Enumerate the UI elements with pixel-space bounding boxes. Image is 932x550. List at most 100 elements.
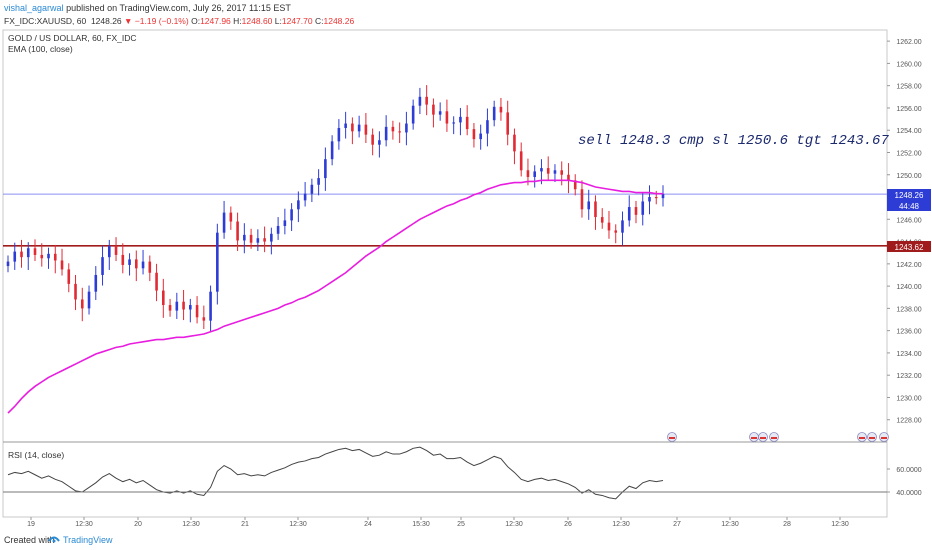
candle [74,274,77,311]
candle-body [40,254,44,259]
candle [141,249,145,275]
candle [107,239,111,270]
candle-body [526,170,530,177]
x-tick-label: 27 [673,521,681,528]
candle [405,111,408,146]
candle [391,120,395,140]
x-tick-label: 12:30 [182,521,200,528]
candle-body [20,251,23,258]
ohlc-o-label: O: [191,16,201,26]
candle-body [263,238,266,242]
rsi-tick-label: 40.0000 [896,490,921,497]
x-tick-label: 12:30 [289,521,307,528]
time-axis[interactable]: 19 12:30 20 12:30 21 12:30 24 15:30 25 12:30 26 12:… [3,516,887,528]
candles [6,85,665,332]
x-tick-label: 12:30 [831,521,849,528]
candle-body [182,301,185,310]
x-tick-label: 15:30 [412,521,430,528]
candle [182,290,185,321]
chart-border [2,29,888,518]
candle-body [33,248,37,255]
economic-event-icon [667,432,677,442]
candle [573,174,577,196]
candle [297,191,300,223]
candle-body [594,201,597,218]
x-tick-label: 12:30 [505,521,523,528]
candle-body [47,253,50,259]
candle-body [121,254,125,265]
candle-body [26,248,30,258]
candle [67,263,71,293]
economic-event-icon [769,432,779,442]
candle-body [634,207,638,215]
candle [229,206,233,230]
candle-body [479,133,482,140]
chart-canvas[interactable]: 1262.00 1260.00 1258.00 1256.00 1254.00 1252.… [0,0,932,528]
candle [587,189,591,220]
candle [472,122,476,148]
candle-body [648,197,651,202]
x-tick-label: 25 [457,521,465,528]
ohlc-high: 1248.60 [241,16,273,26]
candle [148,255,152,282]
candle [303,181,307,207]
candle [506,100,509,146]
candle-body [53,253,57,261]
candle [33,239,37,262]
author-link[interactable]: vishal_agarwal [4,3,64,13]
candle-body [229,212,233,222]
trade-annotation[interactable]: sell 1248.3 cmp sl 1250.6 tgt 1243.67 [578,133,889,149]
ohlc-h-label: H: [233,16,242,26]
candle-body [256,238,260,243]
candle-body [101,257,104,275]
tradingview-brand-link[interactable]: TradingView [63,535,113,545]
candle [614,224,618,244]
candle-body [236,221,239,241]
candle-body [641,201,645,215]
rsi-pane: 60.0000 40.0000 [3,446,922,500]
candle-body [560,170,564,175]
candle [418,87,422,115]
candle [222,200,226,239]
rsi-label: RSI (14, close) [8,450,64,460]
candle-body [411,105,415,124]
candle [553,164,557,182]
candle [310,178,314,203]
candle [607,210,611,239]
y-tick-label: 1228.00 [896,418,921,425]
candle-body [297,200,300,210]
x-tick-label: 19 [27,521,35,528]
candle-body [141,261,145,269]
candle [87,285,91,315]
candle-body [283,220,287,226]
candle-body [168,305,172,311]
candle-body [486,120,489,134]
candle-body [607,222,611,231]
candle-body [148,261,152,273]
candle [290,203,293,231]
publish-info: vishal_agarwal published on TradingView.… [4,2,291,14]
candle [53,244,57,274]
flag-stripe [771,437,777,439]
candle [195,296,199,324]
candle-body [324,159,327,179]
candle [324,147,327,191]
candle-body [425,96,428,105]
candle-body [290,209,293,221]
candle [479,124,482,150]
y-tick-label: 1238.00 [896,306,921,313]
economic-event-icon [758,432,768,442]
flag-stripe [869,437,875,439]
candle-body [74,283,77,300]
candle-body [155,272,158,291]
candle [411,99,415,130]
candle [445,99,449,132]
candle-body [519,151,523,171]
candle-body [405,123,408,133]
current-price-label: 1248.26 [895,191,924,200]
y-tick-label: 1256.00 [896,106,921,113]
candle-body [513,134,516,152]
candle-body [621,220,624,233]
price-axis[interactable]: 1262.00 1260.00 1258.00 1256.00 1254.00 1252.… [887,39,922,425]
flag-stripe [760,437,766,439]
